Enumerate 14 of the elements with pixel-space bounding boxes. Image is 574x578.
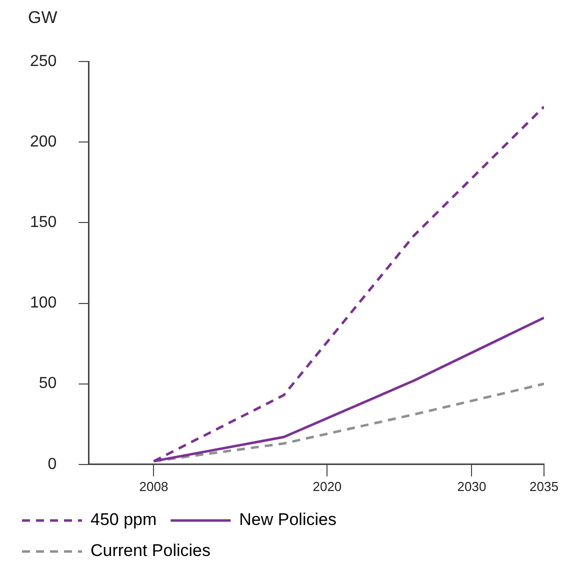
x-tick-label: 2020 [312,478,342,494]
legend-label: Current Policies [90,541,210,560]
x-tick-label: 2035 [530,478,558,494]
x-tick-label: 2008 [139,478,168,494]
y-tick-label: 0 [48,456,57,473]
x-tick-label: 2030 [457,478,486,494]
y-tick-label: 200 [30,134,57,151]
y-tick-label: 50 [38,375,57,392]
y-tick-label: 250 [30,53,57,70]
y-tick-label: 100 [30,294,57,312]
y-tick-label: 150 [30,214,57,232]
legend-label: 450 ppm [90,510,157,530]
legend-label: New Policies [239,510,336,530]
y-axis-title: GW [28,8,58,29]
